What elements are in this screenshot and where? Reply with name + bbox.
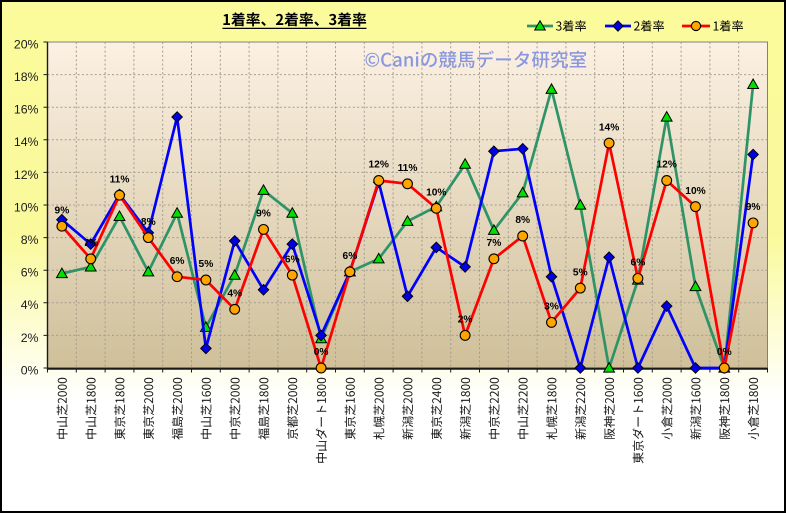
svg-text:2%: 2% [458, 315, 473, 326]
svg-text:12%: 12% [657, 160, 677, 171]
svg-text:0%: 0% [314, 347, 329, 358]
svg-text:9%: 9% [256, 209, 271, 220]
svg-text:16%: 16% [14, 103, 39, 117]
svg-text:6%: 6% [285, 254, 300, 265]
svg-text:11%: 11% [398, 163, 418, 174]
svg-text:14%: 14% [14, 135, 39, 149]
svg-text:10%: 10% [426, 188, 446, 199]
svg-text:9%: 9% [55, 205, 70, 216]
svg-text:3%: 3% [544, 302, 559, 313]
svg-text:4%: 4% [21, 298, 39, 312]
svg-text:4%: 4% [227, 289, 242, 300]
svg-text:8%: 8% [515, 215, 530, 226]
svg-text:2%: 2% [21, 331, 39, 345]
svg-text:5%: 5% [199, 259, 214, 270]
svg-text:8%: 8% [141, 217, 156, 228]
svg-text:7%: 7% [83, 238, 98, 249]
svg-text:7%: 7% [487, 238, 502, 249]
svg-text:0%: 0% [717, 347, 732, 358]
svg-text:8%: 8% [21, 233, 39, 247]
svg-text:12%: 12% [369, 160, 389, 171]
svg-text:6%: 6% [631, 258, 646, 269]
svg-text:6%: 6% [21, 266, 39, 280]
svg-text:10%: 10% [14, 200, 39, 214]
svg-text:18%: 18% [14, 70, 39, 84]
svg-text:14%: 14% [599, 122, 619, 133]
svg-text:5%: 5% [573, 267, 588, 278]
svg-text:9%: 9% [746, 202, 761, 213]
svg-text:0%: 0% [21, 363, 39, 377]
svg-text:10%: 10% [685, 186, 705, 197]
svg-text:6%: 6% [343, 251, 358, 262]
svg-text:12%: 12% [14, 168, 39, 182]
svg-text:6%: 6% [170, 256, 185, 267]
svg-text:20%: 20% [14, 37, 39, 51]
svg-text:11%: 11% [110, 174, 130, 185]
